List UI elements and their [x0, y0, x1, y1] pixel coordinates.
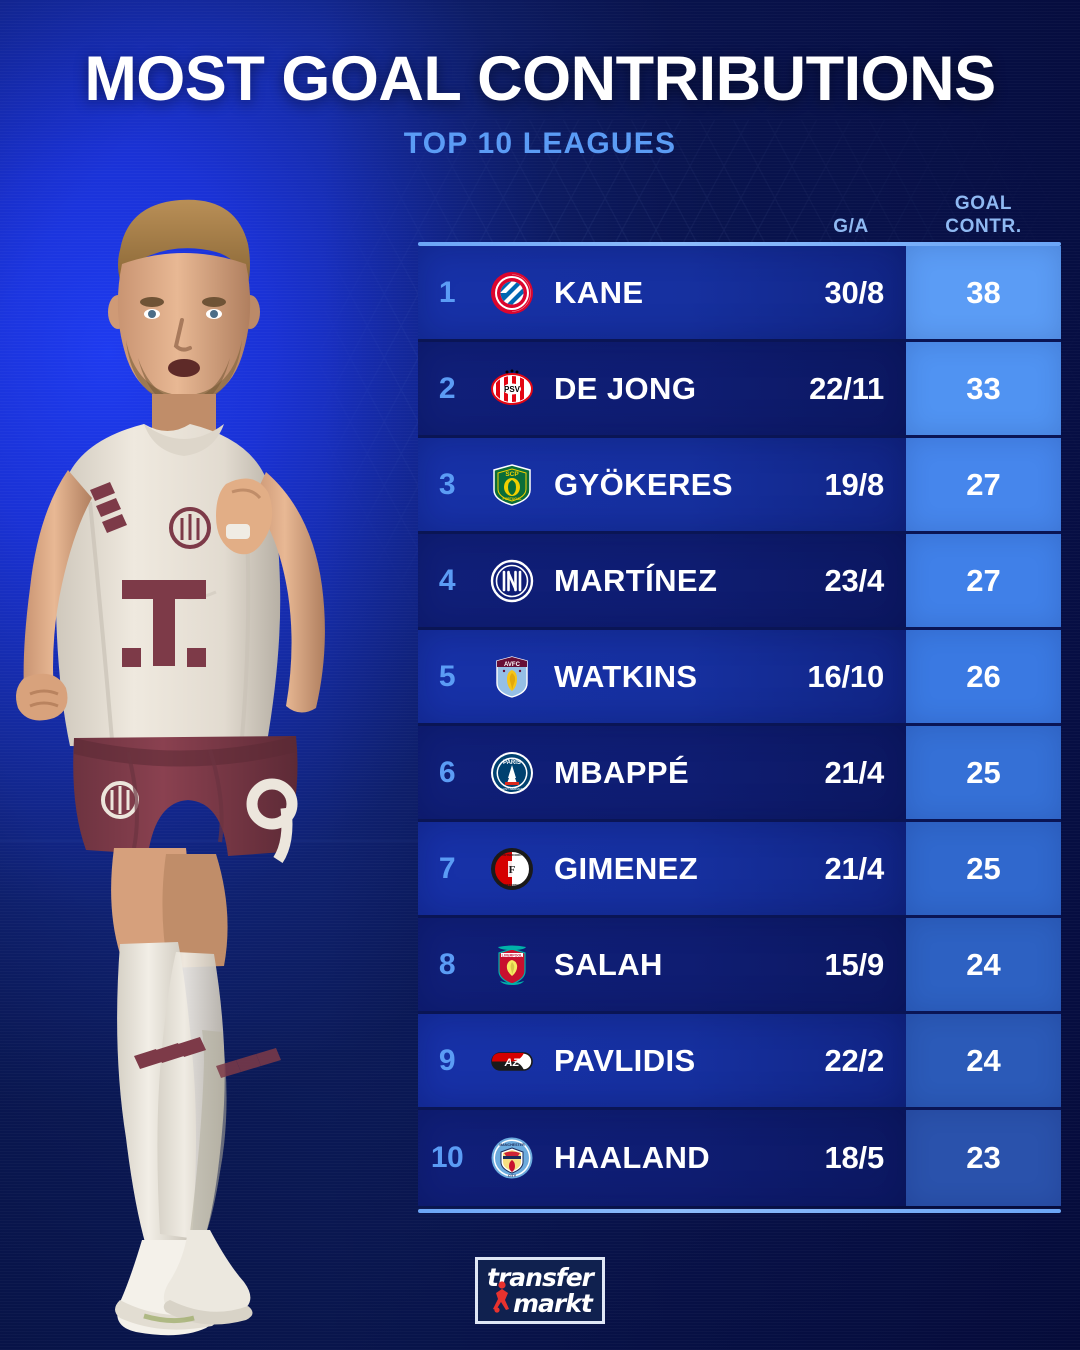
- player-name: SALAH: [554, 946, 663, 982]
- rank-number: 9: [438, 1043, 456, 1077]
- svg-text:FEYENOORD: FEYENOORD: [502, 853, 522, 857]
- svg-text:AVFC: AVFC: [504, 662, 521, 668]
- svg-text:PSV: PSV: [504, 385, 521, 394]
- goal-contributions-value: 38: [906, 246, 1061, 339]
- transfermarkt-logo-line2: markt: [513, 1289, 593, 1318]
- player-name: MBAPPÉ: [554, 754, 690, 790]
- table-row[interactable]: 4 MARTÍNEZ 23/4 27: [418, 534, 1061, 630]
- page-subtitle: TOP 10 LEAGUES: [403, 127, 677, 160]
- player-name: PAVLIDIS: [554, 1042, 696, 1078]
- table-column-headers: G/A GOAL CONTR.: [418, 172, 1061, 242]
- rank-number: 10: [430, 1141, 464, 1174]
- svg-text:MANCHESTER: MANCHESTER: [499, 1143, 525, 1147]
- transfermarkt-player-icon: [493, 1281, 509, 1313]
- goals-assists-value: 19/8: [824, 466, 884, 502]
- table-row[interactable]: 2 PSV DE JONG 22/11 33: [418, 342, 1061, 438]
- goal-contributions-value: 24: [906, 918, 1061, 1011]
- rank-number: 7: [438, 851, 456, 885]
- goals-assists-value: 16/10: [807, 658, 884, 694]
- goal-contributions-value: 27: [906, 534, 1061, 627]
- goals-assists-value: 21/4: [824, 850, 884, 886]
- psv-eindhoven-crest: PSV: [476, 367, 548, 411]
- rank-number: 5: [438, 659, 456, 693]
- liverpool-crest: LIVERPOOL: [476, 943, 548, 987]
- goal-contributions-value: 25: [906, 822, 1061, 915]
- goals-assists-value: 22/11: [809, 370, 884, 406]
- row-main-section: 3 SCP PORTUGAL GYÖKERES 19/8: [418, 438, 906, 531]
- svg-text:LIVERPOOL: LIVERPOOL: [502, 953, 524, 957]
- column-header-goal-contr-line2: CONTR.: [945, 215, 1022, 237]
- goals-assists-value: 15/9: [824, 946, 884, 982]
- svg-text:AZ: AZ: [504, 1057, 521, 1069]
- table-row[interactable]: 10 MANCHESTER CITY HAALAND 18/5 23: [418, 1110, 1061, 1206]
- goals-assists-value: 18/5: [824, 1140, 884, 1175]
- player-name: MARTÍNEZ: [554, 562, 718, 598]
- goal-contributions-value: 27: [906, 438, 1061, 531]
- table-row[interactable]: 1 KANE 30/8 38: [418, 246, 1061, 342]
- row-main-section: 10 MANCHESTER CITY HAALAND 18/5: [418, 1110, 906, 1206]
- row-main-section: 5 AVFC WATKINS 16/10: [418, 630, 906, 723]
- ranking-table: G/A GOAL CONTR. 1 KANE 30/8 38 2 PSV DE JONG 22…: [418, 172, 1061, 1213]
- column-header-ga: G/A: [833, 215, 869, 237]
- rank-number: 3: [438, 467, 456, 501]
- svg-text:PARIS: PARIS: [503, 760, 521, 766]
- svg-text:PORTUGAL: PORTUGAL: [502, 497, 521, 501]
- column-header-goal-contr-line1: GOAL: [954, 193, 1013, 215]
- svg-text:SAINT-GERMAIN: SAINT-GERMAIN: [500, 787, 524, 791]
- goal-contributions-value: 33: [906, 342, 1061, 435]
- row-main-section: 1 KANE 30/8: [418, 246, 906, 339]
- goals-assists-value: 21/4: [824, 754, 884, 790]
- player-name: GIMENEZ: [554, 850, 699, 886]
- svg-text:F: F: [509, 864, 516, 876]
- transfermarkt-logo[interactable]: transfer markt: [475, 1257, 605, 1324]
- goals-assists-value: 22/2: [824, 1042, 884, 1078]
- rank-number: 1: [438, 275, 456, 309]
- row-main-section: 7 F FEYENOORD ROTTERDAM GIMENEZ 21/4: [418, 822, 906, 915]
- goal-contributions-value: 25: [906, 726, 1061, 819]
- row-main-section: 8 LIVERPOOL SALAH 15/9: [418, 918, 906, 1011]
- row-main-section: 2 PSV DE JONG 22/11: [418, 342, 906, 435]
- table-row[interactable]: 6 PARIS SAINT-GERMAIN MBAPPÉ 21/4 25: [418, 726, 1061, 822]
- table-row[interactable]: 7 F FEYENOORD ROTTERDAM GIMENEZ 21/4 25: [418, 822, 1061, 918]
- paris-saint-germain-crest: PARIS SAINT-GERMAIN: [476, 751, 548, 795]
- row-main-section: 9 AZ PAVLIDIS 22/2: [418, 1014, 906, 1107]
- table-top-rule: [418, 242, 1061, 246]
- goal-contributions-value: 26: [906, 630, 1061, 723]
- column-header-goal-contr: GOAL CONTR.: [906, 193, 1061, 238]
- table-bottom-rule: [418, 1209, 1061, 1213]
- row-main-section: 6 PARIS SAINT-GERMAIN MBAPPÉ 21/4: [418, 726, 906, 819]
- inter-milan-crest: [476, 559, 548, 603]
- svg-text:SCP: SCP: [505, 471, 519, 478]
- table-row[interactable]: 9 AZ PAVLIDIS 22/2 24: [418, 1014, 1061, 1110]
- player-name: WATKINS: [554, 658, 698, 694]
- rank-number: 8: [438, 947, 456, 981]
- svg-text:ROTTERDAM: ROTTERDAM: [502, 883, 522, 887]
- manchester-city-crest: MANCHESTER CITY: [476, 1136, 548, 1180]
- player-name: HAALAND: [554, 1140, 711, 1175]
- bayern-munich-crest: [476, 271, 548, 315]
- goals-assists-value: 30/8: [824, 274, 884, 310]
- rank-number: 6: [438, 755, 456, 789]
- goals-assists-value: 23/4: [824, 562, 884, 598]
- aston-villa-crest: AVFC: [476, 655, 548, 699]
- player-name: GYÖKERES: [554, 466, 733, 502]
- svg-text:CITY: CITY: [508, 1174, 517, 1178]
- rank-number: 4: [438, 563, 456, 597]
- goal-contributions-value: 23: [906, 1110, 1061, 1206]
- player-name: DE JONG: [554, 370, 697, 406]
- player-name: KANE: [554, 274, 644, 310]
- row-main-section: 4 MARTÍNEZ 23/4: [418, 534, 906, 627]
- header: MOST GOAL CONTRIBUTIONS TOP 10 LEAGUES: [0, 0, 1080, 161]
- sporting-cp-crest: SCP PORTUGAL: [476, 463, 548, 507]
- az-alkmaar-crest: AZ: [476, 1039, 548, 1083]
- feyenoord-crest: F FEYENOORD ROTTERDAM: [476, 847, 548, 891]
- table-row[interactable]: 8 LIVERPOOL SALAH 15/9 24: [418, 918, 1061, 1014]
- goal-contributions-value: 24: [906, 1014, 1061, 1107]
- table-body: 1 KANE 30/8 38 2 PSV DE JONG 22/11 33 3 SCP PORTUGA…: [418, 246, 1061, 1206]
- footer: transfer markt: [0, 1257, 1080, 1324]
- table-row[interactable]: 3 SCP PORTUGAL GYÖKERES 19/8 27: [418, 438, 1061, 534]
- table-row[interactable]: 5 AVFC WATKINS 16/10 26: [418, 630, 1061, 726]
- page-title: MOST GOAL CONTRIBUTIONS: [84, 44, 996, 114]
- rank-number: 2: [438, 371, 456, 405]
